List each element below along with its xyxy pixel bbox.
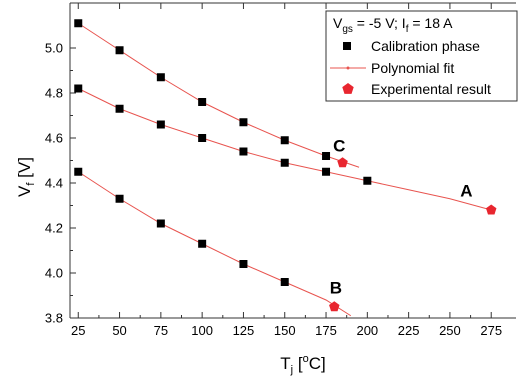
fit-line-1	[77, 22, 360, 168]
calibration-point	[239, 118, 248, 127]
calibration-point	[74, 167, 83, 176]
x-tick-label: 200	[356, 323, 378, 338]
experimental-point-B	[329, 301, 340, 312]
calibration-point	[322, 167, 331, 176]
x-axis-title-close: C]	[309, 354, 326, 373]
y-tick-label: 3.8	[45, 311, 63, 326]
x-tick-label: 25	[71, 323, 85, 338]
x-tick-label: 100	[191, 323, 213, 338]
calibration-point	[156, 219, 165, 228]
calibration-point	[74, 84, 83, 93]
x-tick-label: 150	[274, 323, 296, 338]
calibration-point	[239, 260, 248, 268]
legend-marker-fit	[346, 66, 350, 70]
legend-label-calibration: Calibration phase	[371, 38, 480, 54]
x-axis-title: Tj [oC]	[280, 353, 325, 376]
y-axis-title-main: V	[15, 185, 34, 197]
x-axis-title-main: T	[280, 354, 290, 373]
x-axis-title-open: [	[293, 354, 303, 373]
y-tick-label: 4.2	[45, 221, 63, 236]
legend-condition-gs: gs	[342, 24, 353, 35]
legend-condition-end: = 18 A	[408, 15, 453, 31]
axis-ticks: 25 50 75 100 125 150 175 200 225 250 275 3.8 4.0 4.2 4…	[45, 3, 502, 338]
legend-marker-calibration	[343, 42, 351, 50]
calibration-point	[198, 239, 207, 248]
legend-condition: Vgs = -5 V; If = 18 A	[333, 15, 453, 35]
x-tick-label: 275	[480, 323, 502, 338]
calibration-point	[198, 98, 207, 106]
x-axis-title-sub: j	[290, 364, 293, 376]
calibration-point	[156, 120, 165, 129]
calibration-point	[280, 158, 289, 167]
calibration-point	[156, 73, 165, 82]
legend-condition-mid: = -5 V; I	[353, 15, 406, 31]
experimental-point-A	[485, 204, 497, 215]
y-tick-label: 4.4	[45, 176, 63, 191]
annotation-A: A	[460, 182, 472, 201]
annotations: C A B	[330, 137, 473, 298]
calibration-point	[115, 46, 124, 55]
fit-line-3	[77, 171, 352, 317]
x-tick-label: 175	[315, 323, 337, 338]
y-axis-title: Vf [V]	[15, 157, 37, 197]
calibration-point	[280, 278, 289, 286]
y-tick-label: 4.6	[45, 131, 63, 146]
y-tick-label: 4.0	[45, 266, 63, 281]
y-tick-label: 4.8	[45, 86, 63, 101]
legend-box	[325, 10, 518, 102]
calibration-point	[363, 176, 372, 185]
calibration-point	[115, 194, 124, 203]
calibration-point	[239, 147, 248, 156]
annotation-C: C	[333, 137, 345, 156]
legend-label-experimental: Experimental result	[371, 81, 491, 97]
legend-marker-experimental	[342, 83, 354, 94]
x-axis-title-sup: o	[303, 353, 309, 365]
y-axis-title-sub: f	[25, 182, 37, 186]
calibration-point	[322, 152, 331, 160]
x-tick-label: 225	[398, 323, 420, 338]
calibration-point	[280, 136, 289, 145]
legend-label-fit: Polynomial fit	[371, 60, 454, 76]
y-axis-title-rest: [V]	[15, 157, 34, 183]
legend-condition-v: V	[333, 15, 343, 31]
x-tick-label: 75	[154, 323, 168, 338]
x-tick-label: 50	[112, 323, 126, 338]
x-tick-label: 250	[439, 323, 461, 338]
calibration-point	[74, 19, 83, 28]
experimental-point-C	[337, 157, 348, 168]
x-tick-label: 125	[233, 323, 255, 338]
calibration-point	[115, 104, 124, 113]
series-layer	[74, 19, 497, 317]
legend: Vgs = -5 V; If = 18 A Calibration phase …	[325, 10, 518, 102]
fit-line-2	[78, 88, 492, 211]
y-tick-label: 5.0	[45, 41, 63, 56]
annotation-B: B	[330, 278, 342, 297]
legend-condition-f: f	[406, 24, 409, 35]
calibration-point	[198, 134, 207, 142]
